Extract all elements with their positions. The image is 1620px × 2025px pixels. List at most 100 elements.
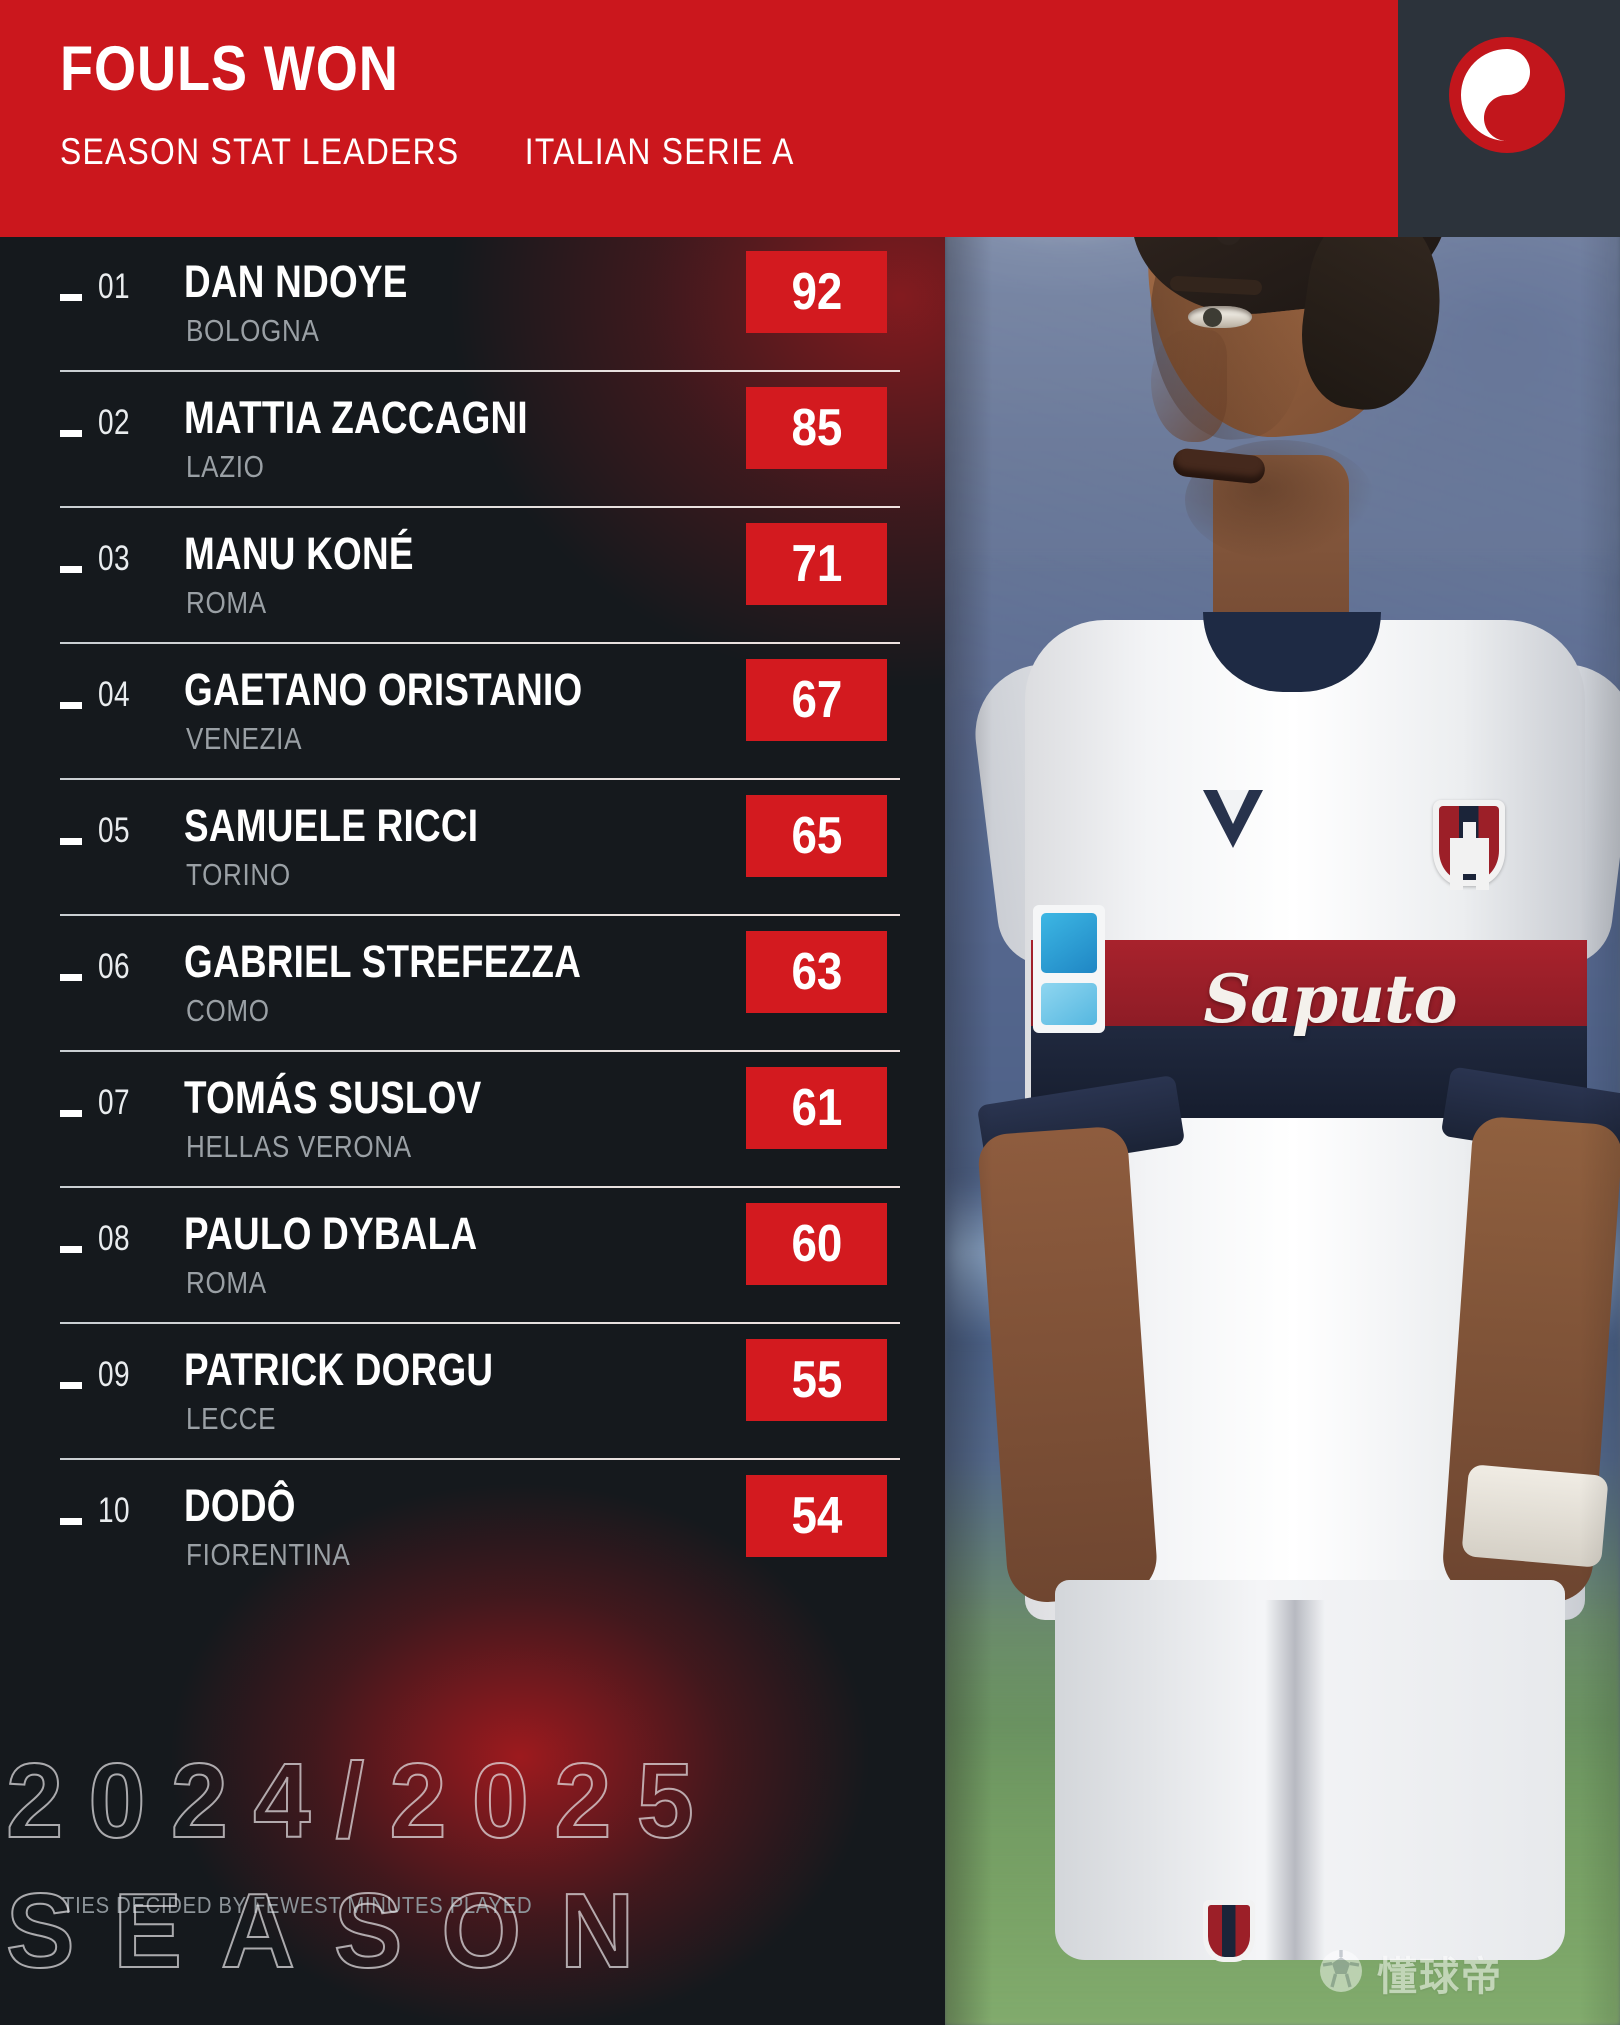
stat-value: 55 [791, 1351, 842, 1409]
row-divider [60, 1458, 900, 1460]
table-row[interactable]: 06 GABRIEL STREFEZZA COMO 63 [0, 917, 945, 1053]
player-team: FIORENTINA [186, 1537, 351, 1572]
rank-dash-icon [60, 566, 82, 573]
rank-number: 09 [98, 1355, 130, 1394]
stat-value: 67 [791, 671, 842, 729]
player-name: PAULO DYBALA [184, 1208, 478, 1259]
stat-value-box: 60 [746, 1203, 887, 1285]
rank-dash-icon [60, 430, 82, 437]
stat-value-box: 85 [746, 387, 887, 469]
rank-dash-icon [60, 1110, 82, 1117]
player-photo: Saputo [945, 0, 1620, 2025]
row-divider [60, 1322, 900, 1324]
stat-value-box: 63 [746, 931, 887, 1013]
table-row[interactable]: 02 MATTIA ZACCAGNI LAZIO 85 [0, 373, 945, 509]
stat-value: 60 [791, 1215, 842, 1273]
rank-number: 07 [98, 1083, 130, 1122]
table-row[interactable]: 04 GAETANO ORISTANIO VENEZIA 67 [0, 645, 945, 781]
player-team: LECCE [186, 1401, 277, 1436]
player-pupil [1203, 308, 1222, 327]
macron-logo-inner-icon [1217, 790, 1249, 824]
player-team: BOLOGNA [186, 313, 320, 348]
rank-number: 05 [98, 811, 130, 850]
rank-number: 08 [98, 1219, 130, 1258]
stat-value-box: 61 [746, 1067, 887, 1149]
header-subtitle-left: SEASON STAT LEADERS [60, 131, 460, 172]
rank-number: 10 [98, 1491, 130, 1530]
bfc-crest-icon [1433, 800, 1505, 886]
leaderboard-rows: 01 DAN NDOYE BOLOGNA 92 02 MATTIA ZACCAG… [0, 237, 945, 1597]
player-name: MATTIA ZACCAGNI [184, 392, 528, 443]
player-shorts [1055, 1580, 1565, 1960]
player-nose [1151, 330, 1227, 442]
player-team: LAZIO [186, 449, 265, 484]
circle-swirl-logo-icon [1447, 35, 1567, 155]
table-row[interactable]: 09 PATRICK DORGU LECCE 55 [0, 1325, 945, 1461]
rank-dash-icon [60, 1518, 82, 1525]
rank-number: 06 [98, 947, 130, 986]
jersey-red-band [1031, 940, 1587, 1026]
rank-dash-icon [60, 1382, 82, 1389]
stat-value: 63 [791, 943, 842, 1001]
rank-dash-icon [60, 294, 82, 301]
jersey-sponsor-text: Saputo [1120, 960, 1540, 1038]
player-figure: Saputo [945, 0, 1620, 2025]
rank-dash-icon [60, 1246, 82, 1253]
stat-value-box: 71 [746, 523, 887, 605]
player-team: VENEZIA [186, 721, 303, 756]
shorts-shadow [1265, 1600, 1325, 1960]
stat-value: 61 [791, 1079, 842, 1137]
player-team: TORINO [186, 857, 291, 892]
stat-value-box: 54 [746, 1475, 887, 1557]
stat-value: 92 [791, 263, 842, 321]
table-row[interactable]: 10 DODÔ FIORENTINA 54 [0, 1461, 945, 1597]
player-name: SAMUELE RICCI [184, 800, 479, 851]
stat-value: 71 [791, 535, 842, 593]
player-name: DODÔ [184, 1480, 296, 1531]
table-row[interactable]: 03 MANU KONÉ ROMA 71 [0, 509, 945, 645]
table-row[interactable]: 08 PAULO DYBALA ROMA 60 [0, 1189, 945, 1325]
player-team: COMO [186, 993, 270, 1028]
rank-dash-icon [60, 974, 82, 981]
page-title: FOULS WON [60, 34, 399, 104]
player-name: TOMÁS SUSLOV [184, 1072, 482, 1123]
player-team: ROMA [186, 585, 267, 620]
table-row[interactable]: 07 TOMÁS SUSLOV HELLAS VERONA 61 [0, 1053, 945, 1189]
rank-number: 02 [98, 403, 130, 442]
row-divider [60, 778, 900, 780]
row-divider [60, 506, 900, 508]
shorts-crest-icon [1203, 1900, 1255, 1962]
football-icon [1318, 1948, 1364, 1999]
row-divider [60, 642, 900, 644]
header-bar: FOULS WON SEASON STAT LEADERS ITALIAN SE… [0, 0, 1398, 237]
row-divider [60, 914, 900, 916]
rank-number: 03 [98, 539, 130, 578]
serie-a-patch-icon [1033, 905, 1105, 1033]
rank-dash-icon [60, 838, 82, 845]
table-row[interactable]: 01 DAN NDOYE BOLOGNA 92 [0, 237, 945, 373]
row-divider [60, 370, 900, 372]
player-team: ROMA [186, 1265, 267, 1300]
player-name: GABRIEL STREFEZZA [184, 936, 582, 987]
brand-watermark: 懂球帝 [1318, 1944, 1503, 2002]
stat-value-box: 65 [746, 795, 887, 877]
stat-value-box: 55 [746, 1339, 887, 1421]
stat-value: 65 [791, 807, 842, 865]
rank-number: 04 [98, 675, 130, 714]
photo-vignette [945, 0, 1620, 2025]
footnote: TIES DECIDED BY FEWEST MINUTES PLAYED [62, 1892, 533, 1918]
rank-dash-icon [60, 702, 82, 709]
leaderboard-panel: 01 DAN NDOYE BOLOGNA 92 02 MATTIA ZACCAG… [0, 237, 945, 2025]
player-name: PATRICK DORGU [184, 1344, 494, 1395]
row-divider [60, 1186, 900, 1188]
header-subtitle-row: SEASON STAT LEADERS ITALIAN SERIE A [60, 131, 795, 173]
stat-value: 54 [791, 1487, 842, 1545]
header-subtitle-right: ITALIAN SERIE A [524, 131, 795, 172]
player-team: HELLAS VERONA [186, 1129, 412, 1164]
player-name: DAN NDOYE [184, 256, 408, 307]
stat-value-box: 92 [746, 251, 887, 333]
table-row[interactable]: 05 SAMUELE RICCI TORINO 65 [0, 781, 945, 917]
rank-number: 01 [98, 267, 130, 306]
stat-value: 85 [791, 399, 842, 457]
